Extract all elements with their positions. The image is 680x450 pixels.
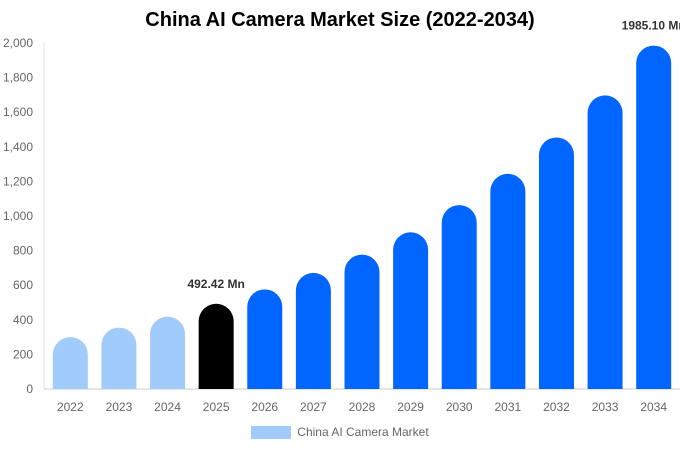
legend-swatch	[251, 425, 292, 439]
y-tick-label: 600	[13, 278, 33, 292]
bar-2022	[52, 337, 88, 389]
y-tick-label: 800	[13, 244, 33, 258]
chart-title: China AI Camera Market Size (2022-2034)	[145, 9, 535, 31]
bar-2026	[247, 289, 283, 389]
y-tick-label: 1,400	[3, 140, 33, 154]
bar-2028	[344, 254, 380, 389]
bar-2033	[587, 95, 623, 389]
x-tick-label: 2033	[592, 400, 619, 414]
x-tick-label: 2028	[349, 400, 376, 414]
y-tick-label: 2,000	[3, 36, 33, 50]
data-labels: 492.42 Mn 1985.10 Mn	[187, 19, 680, 291]
x-tick-label: 2029	[397, 400, 424, 414]
data-label-2034: 1985.10 Mn	[622, 19, 680, 33]
bar-2029	[393, 232, 429, 389]
x-tick-label: 2034	[640, 400, 667, 414]
x-tick-label: 2027	[300, 400, 327, 414]
bar-2034	[636, 45, 672, 390]
bar-2027	[295, 272, 331, 389]
data-label-2025: 492.42 Mn	[187, 277, 244, 291]
bar-2023	[101, 327, 137, 389]
bar-2024	[150, 316, 186, 389]
y-tick-label: 0	[26, 382, 33, 396]
legend-label: China AI Camera Market	[297, 425, 429, 439]
x-tick-label: 2023	[106, 400, 133, 414]
y-tick-label: 1,200	[3, 174, 33, 188]
x-tick-label: 2024	[154, 400, 181, 414]
x-tick-label: 2025	[203, 400, 230, 414]
bar-2025	[198, 303, 234, 389]
y-tick-label: 1,800	[3, 71, 33, 85]
x-tick-label: 2032	[543, 400, 570, 414]
x-axis-ticks: 2022 2023 2024 2025 2026 2027 2028 2029 2030 2031…	[57, 400, 667, 414]
legend: China AI Camera Market	[0, 425, 680, 439]
x-tick-label: 2022	[57, 400, 84, 414]
y-tick-label: 200	[13, 347, 33, 361]
y-tick-label: 1,600	[3, 105, 33, 119]
bar-2030	[441, 205, 477, 389]
x-tick-label: 2031	[494, 400, 521, 414]
y-tick-label: 1,000	[3, 209, 33, 223]
bar-2032	[538, 137, 574, 389]
y-tick-label: 400	[13, 313, 33, 327]
x-tick-label: 2026	[251, 400, 278, 414]
x-tick-label: 2030	[446, 400, 473, 414]
bars	[52, 45, 672, 390]
y-axis-ticks: 0 200 400 600 800 1,000 1,200 1,400 1,600 1,800 2,…	[3, 36, 33, 396]
bar-2031	[490, 173, 526, 389]
